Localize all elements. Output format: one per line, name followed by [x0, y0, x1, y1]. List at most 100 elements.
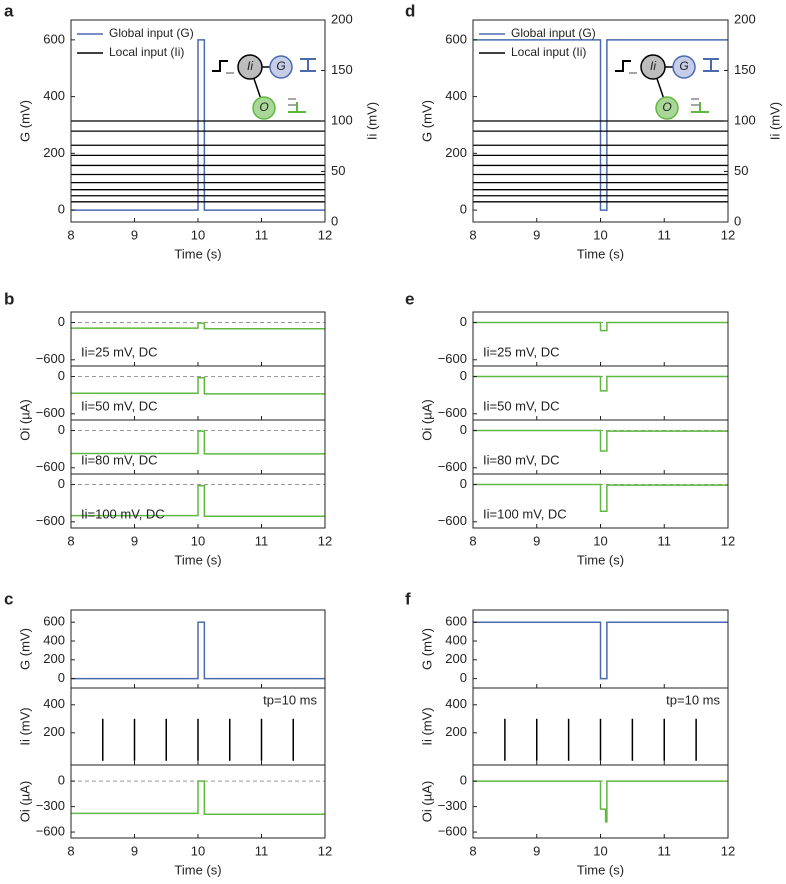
y2-tick-label: 200	[331, 11, 353, 26]
x-tick-label: 9	[131, 227, 138, 242]
series-line	[71, 780, 325, 815]
inset-label: Ii	[650, 59, 656, 73]
plot-area	[473, 429, 728, 452]
y-axis-label: Ii (mV)	[419, 707, 434, 745]
plot-area	[71, 621, 325, 680]
y-tick-label: 200	[43, 724, 65, 739]
inset-icon	[691, 102, 709, 113]
panel-letter: f	[405, 589, 411, 608]
y2-axis-label: Ii (mV)	[767, 102, 782, 140]
x-tick-label: 11	[255, 843, 269, 858]
plot-area	[71, 780, 325, 815]
x-tick-label: 9	[131, 843, 138, 858]
y-tick-label: 0	[58, 422, 65, 437]
annotation: Ii=80 mV, DC	[81, 452, 157, 467]
y-tick-label: 400	[445, 88, 467, 103]
y-tick-label: −600	[36, 405, 65, 420]
series-line	[473, 483, 728, 512]
annotation: tp=10 ms	[263, 692, 317, 707]
x-tick-label: 12	[721, 227, 735, 242]
series-line	[71, 621, 325, 680]
x-tick-label: 12	[318, 227, 332, 242]
y-axis-label: Oi (µA)	[419, 399, 434, 440]
inset-label: G	[679, 59, 688, 73]
x-tick-label: 10	[593, 843, 607, 858]
y-tick-label: 0	[460, 476, 467, 491]
panel-letter: b	[4, 289, 14, 308]
y-axis-label: G (mV)	[419, 100, 434, 142]
y-tick-label: 600	[445, 31, 467, 46]
series-line	[473, 321, 728, 332]
y-tick-label: 0	[460, 314, 467, 329]
y-tick-label: 200	[43, 651, 65, 666]
inset-step	[212, 60, 228, 72]
y-tick-label: −300	[438, 798, 467, 813]
y-tick-label: −600	[36, 351, 65, 366]
y-tick-label: −600	[36, 823, 65, 838]
x-axis-label: Time (s)	[174, 246, 221, 261]
y-tick-label: −600	[438, 405, 467, 420]
x-tick-label: 11	[255, 533, 269, 548]
series-line	[71, 322, 325, 330]
y-tick-label: 200	[445, 724, 467, 739]
plot-area	[473, 780, 728, 823]
y-tick-label: 0	[460, 368, 467, 383]
inset-node	[252, 96, 276, 120]
x-tick-label: 9	[533, 843, 540, 858]
y-tick-label: 0	[460, 773, 467, 788]
series-line	[473, 375, 728, 392]
inset-label: O	[662, 100, 671, 114]
x-axis-label: Time (s)	[577, 862, 624, 877]
panel-letter: a	[4, 1, 14, 20]
y-tick-label: 400	[43, 696, 65, 711]
y-tick-label: −600	[36, 513, 65, 528]
y2-tick-label: 100	[734, 112, 756, 127]
annotation: Ii=50 mV, DC	[483, 398, 559, 413]
series-line	[473, 39, 728, 211]
series-line	[473, 429, 728, 452]
y-tick-label: 400	[43, 632, 65, 647]
annotation: Ii=50 mV, DC	[81, 398, 157, 413]
y2-tick-label: 0	[331, 213, 338, 228]
y-tick-label: 200	[445, 651, 467, 666]
y2-tick-label: 0	[734, 213, 741, 228]
x-axis-label: Time (s)	[174, 862, 221, 877]
inset-node	[269, 55, 293, 79]
series-line	[71, 430, 325, 455]
x-tick-label: 8	[67, 843, 74, 858]
annotation: Ii=25 mV, DC	[483, 344, 559, 359]
y2-tick-label: 50	[734, 163, 748, 178]
series-line	[473, 621, 728, 680]
inset-node	[640, 54, 666, 80]
x-tick-label: 9	[533, 533, 540, 548]
series-line	[71, 377, 325, 395]
y-tick-label: 0	[460, 422, 467, 437]
y-tick-label: 0	[460, 670, 467, 685]
x-tick-label: 12	[721, 533, 735, 548]
inset-step	[615, 60, 631, 72]
plot-area	[71, 484, 325, 517]
inset-node	[655, 96, 679, 120]
x-tick-label: 12	[318, 533, 332, 548]
x-tick-label: 8	[67, 533, 74, 548]
x-tick-label: 10	[593, 227, 607, 242]
plot-area	[71, 39, 325, 211]
inset-node	[672, 55, 696, 79]
plot-area	[473, 483, 728, 512]
x-tick-label: 10	[191, 227, 205, 242]
y-tick-label: 400	[445, 632, 467, 647]
y-tick-label: 400	[43, 88, 65, 103]
y-axis-label: Oi (µA)	[17, 399, 32, 440]
y2-tick-label: 200	[734, 11, 756, 26]
y-tick-label: 0	[58, 773, 65, 788]
y-tick-label: 0	[58, 202, 65, 217]
y-axis-label: Oi (µA)	[17, 781, 32, 822]
panel-letter: d	[405, 1, 415, 20]
y-tick-label: 600	[43, 31, 65, 46]
plot-area	[473, 621, 728, 680]
inset-node	[237, 54, 263, 80]
x-tick-label: 9	[131, 533, 138, 548]
y-tick-label: −600	[438, 823, 467, 838]
series-line	[71, 39, 325, 211]
x-tick-label: 11	[658, 533, 672, 548]
